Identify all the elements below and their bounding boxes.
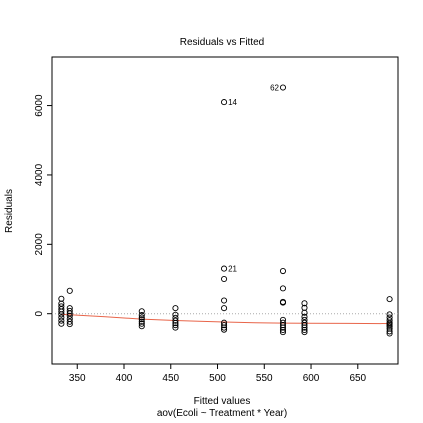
- residual-points: [58, 84, 393, 337]
- data-point: [58, 314, 65, 321]
- x-tick-label: 650: [349, 373, 366, 384]
- data-point: [279, 329, 287, 336]
- point-label: 62: [270, 84, 279, 93]
- y-tick-label: 4000: [34, 163, 45, 186]
- data-point: [138, 316, 145, 323]
- x-axis: 350 400 450 500 550 600 650: [69, 364, 367, 384]
- data-point: [301, 326, 308, 334]
- data-point: [172, 320, 179, 327]
- data-point: [221, 305, 228, 312]
- data-point: [221, 326, 228, 333]
- data-point: [279, 267, 287, 275]
- data-point: [279, 324, 287, 331]
- data-point: [172, 305, 179, 312]
- data-point: [301, 329, 308, 336]
- data-point: [138, 323, 145, 330]
- data-point: [279, 326, 287, 334]
- outlier-labels: 14 21 62: [228, 84, 279, 274]
- x-axis-label: Fitted values: [194, 396, 251, 407]
- x-tick-label: 600: [303, 373, 320, 384]
- data-point: [138, 318, 145, 325]
- data-point: [221, 265, 228, 272]
- y-tick-label: 6000: [34, 94, 45, 117]
- data-point: [221, 324, 228, 331]
- point-label: 14: [228, 98, 237, 107]
- data-point: [386, 311, 393, 318]
- x-axis-sublabel: aov(Ecoli ~ Treatment * Year): [157, 408, 287, 419]
- data-point: [221, 297, 228, 304]
- data-point: [301, 324, 308, 331]
- data-point: [279, 84, 287, 91]
- data-point: [279, 299, 287, 306]
- y-tick-label: 2000: [34, 233, 45, 256]
- y-axis: 0 2000 4000 6000: [34, 94, 52, 316]
- data-point: [66, 287, 73, 294]
- data-point: [58, 320, 65, 327]
- y-tick-label: 0: [34, 310, 45, 316]
- plot-area-frame: [51, 56, 399, 365]
- data-point: [172, 317, 179, 324]
- point-label: 21: [228, 265, 237, 274]
- y-axis-label: Residuals: [4, 189, 15, 233]
- data-point: [172, 324, 179, 331]
- data-point: [221, 322, 228, 329]
- data-point: [138, 314, 145, 321]
- data-point: [386, 330, 393, 337]
- data-point: [66, 312, 73, 319]
- data-point: [138, 320, 145, 327]
- data-point: [386, 296, 393, 303]
- x-tick-label: 400: [116, 373, 133, 384]
- data-point: [221, 99, 228, 106]
- data-point: [172, 311, 179, 318]
- x-tick-label: 550: [256, 373, 273, 384]
- data-point: [279, 285, 287, 292]
- x-tick-label: 350: [69, 373, 86, 384]
- data-point: [301, 313, 308, 320]
- data-point: [58, 317, 65, 324]
- data-point: [66, 318, 73, 325]
- data-point: [66, 321, 73, 328]
- data-point: [172, 322, 179, 329]
- data-point: [301, 309, 308, 316]
- data-point: [221, 275, 228, 283]
- data-point: [58, 311, 65, 318]
- data-point: [301, 300, 308, 307]
- data-point: [138, 308, 145, 315]
- x-tick-label: 500: [209, 373, 226, 384]
- data-point: [58, 308, 65, 315]
- x-tick-label: 450: [162, 373, 179, 384]
- chart-title: Residuals vs Fitted: [180, 37, 264, 48]
- data-point: [138, 312, 145, 319]
- smoother-line: [61, 313, 390, 325]
- data-point: [386, 328, 393, 335]
